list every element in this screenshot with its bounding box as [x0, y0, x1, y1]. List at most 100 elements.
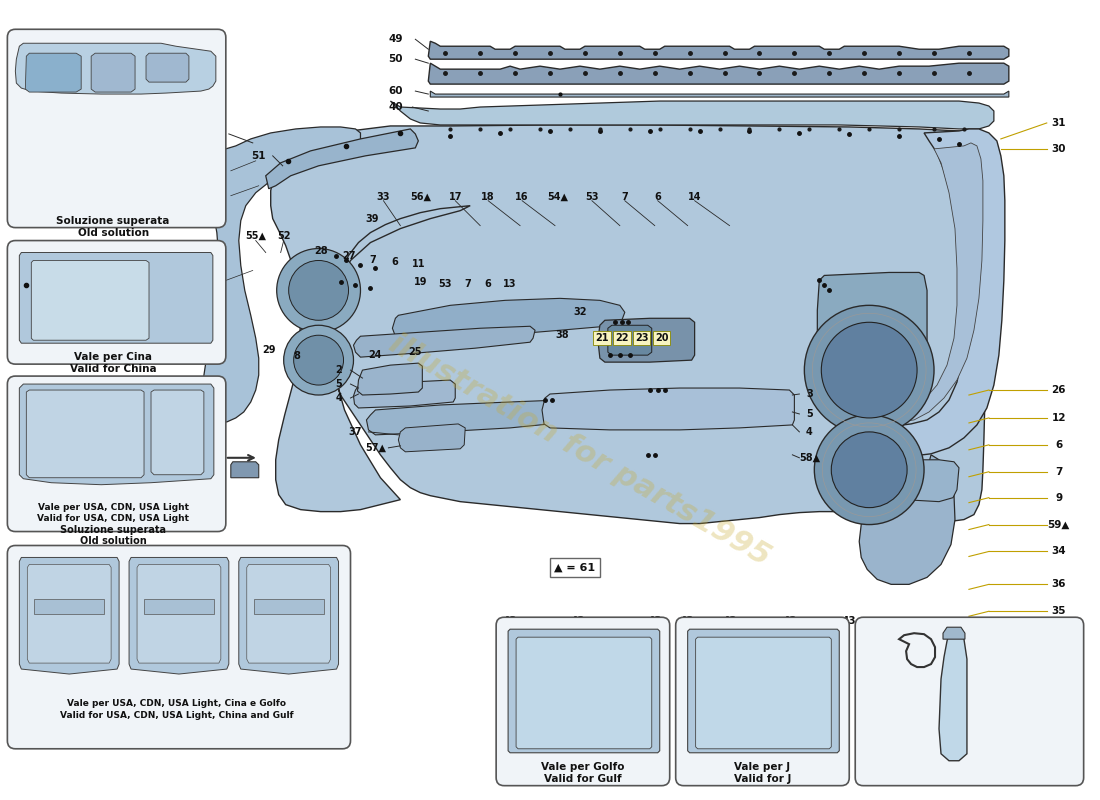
Text: 45: 45 [172, 676, 186, 686]
Polygon shape [271, 125, 984, 523]
Text: 53: 53 [439, 279, 452, 290]
Text: 59▲: 59▲ [1047, 519, 1070, 530]
Circle shape [814, 415, 924, 525]
Polygon shape [817, 273, 927, 384]
Text: 6: 6 [1055, 440, 1063, 450]
Text: 46: 46 [282, 676, 296, 686]
Polygon shape [15, 43, 216, 94]
Polygon shape [879, 129, 1004, 456]
Text: 42: 42 [782, 616, 796, 626]
Text: 43: 43 [842, 616, 856, 626]
Text: 21: 21 [595, 334, 608, 343]
Text: 13: 13 [504, 279, 517, 290]
Text: 43: 43 [647, 616, 662, 626]
Text: 43: 43 [502, 616, 517, 626]
Text: 38: 38 [556, 330, 569, 340]
Polygon shape [20, 253, 213, 343]
Text: 32: 32 [573, 307, 586, 318]
Text: 55▲: 55▲ [245, 230, 266, 241]
Text: 12: 12 [1052, 413, 1066, 423]
Text: 42: 42 [723, 616, 737, 626]
Text: 33: 33 [376, 192, 390, 202]
Text: 5: 5 [806, 409, 813, 419]
FancyBboxPatch shape [855, 618, 1084, 786]
Text: 14: 14 [688, 192, 702, 202]
Text: Valid for China: Valid for China [69, 364, 156, 374]
Text: Vale per USA, CDN, USA Light: Vale per USA, CDN, USA Light [37, 502, 188, 512]
Text: Valid for USA, CDN, USA Light, China and Gulf: Valid for USA, CDN, USA Light, China and… [60, 711, 294, 720]
Text: 31: 31 [1052, 118, 1066, 128]
Text: 37: 37 [349, 427, 362, 437]
Polygon shape [146, 54, 189, 82]
Text: 41: 41 [186, 251, 201, 262]
Text: 47: 47 [96, 490, 110, 500]
Text: 7: 7 [1055, 466, 1063, 477]
Polygon shape [151, 390, 204, 474]
Text: 11: 11 [411, 259, 425, 270]
Polygon shape [91, 54, 135, 92]
Polygon shape [138, 565, 221, 663]
Text: 54: 54 [123, 30, 139, 39]
Text: 15: 15 [11, 251, 26, 262]
Circle shape [284, 326, 353, 395]
Text: 18: 18 [482, 192, 495, 202]
Text: 4: 4 [806, 427, 813, 437]
Polygon shape [943, 627, 965, 639]
Text: 50: 50 [388, 54, 403, 64]
Polygon shape [246, 565, 331, 663]
Circle shape [294, 335, 343, 385]
Text: Old solution: Old solution [79, 535, 146, 546]
Polygon shape [358, 363, 422, 395]
Polygon shape [254, 599, 323, 614]
Text: 30: 30 [1052, 144, 1066, 154]
Text: 41: 41 [834, 756, 848, 766]
Polygon shape [144, 599, 213, 614]
Circle shape [804, 306, 934, 435]
Text: Vale per Cina: Vale per Cina [74, 352, 152, 362]
Text: 44: 44 [62, 676, 77, 686]
Text: 49: 49 [388, 34, 403, 44]
Text: 48: 48 [15, 490, 30, 500]
Text: 20: 20 [654, 334, 669, 343]
Text: 56▲: 56▲ [410, 192, 431, 202]
Text: 42: 42 [571, 616, 585, 626]
Polygon shape [34, 599, 104, 614]
Text: Soluzione superata: Soluzione superata [56, 216, 169, 226]
Text: 8: 8 [294, 351, 300, 361]
Text: 43: 43 [680, 616, 694, 626]
Polygon shape [231, 462, 258, 478]
Text: 57▲: 57▲ [365, 443, 386, 453]
Text: Vale per USA, CDN, USA Light, Cina e Golfo: Vale per USA, CDN, USA Light, Cina e Gol… [67, 699, 286, 708]
Text: 7: 7 [370, 255, 376, 266]
Text: 56: 56 [50, 30, 64, 39]
Text: Soluzione superata: Soluzione superata [60, 525, 166, 534]
Polygon shape [20, 384, 213, 485]
Text: 39: 39 [365, 214, 380, 224]
Polygon shape [430, 91, 1009, 97]
Circle shape [822, 322, 917, 418]
Text: 5: 5 [336, 379, 342, 389]
Text: 55: 55 [16, 30, 31, 39]
Polygon shape [608, 326, 651, 355]
Text: Valid for J: Valid for J [734, 774, 791, 784]
Polygon shape [428, 42, 1009, 59]
Polygon shape [20, 558, 119, 674]
Text: 6: 6 [390, 258, 398, 267]
Polygon shape [598, 318, 694, 362]
Text: 59: 59 [189, 198, 204, 208]
FancyBboxPatch shape [675, 618, 849, 786]
Text: 41: 41 [680, 756, 694, 766]
Text: Valid for USA, CDN, USA Light: Valid for USA, CDN, USA Light [37, 514, 189, 522]
Polygon shape [202, 127, 361, 422]
Polygon shape [31, 261, 149, 340]
Text: 6: 6 [654, 192, 661, 202]
Polygon shape [390, 101, 994, 129]
Text: 28: 28 [314, 246, 328, 255]
Circle shape [277, 249, 361, 332]
Text: 1: 1 [216, 126, 222, 136]
Polygon shape [542, 388, 794, 430]
Text: 27: 27 [342, 250, 355, 261]
Text: 24: 24 [368, 350, 382, 360]
Polygon shape [398, 424, 465, 452]
Text: Old solution: Old solution [77, 228, 148, 238]
